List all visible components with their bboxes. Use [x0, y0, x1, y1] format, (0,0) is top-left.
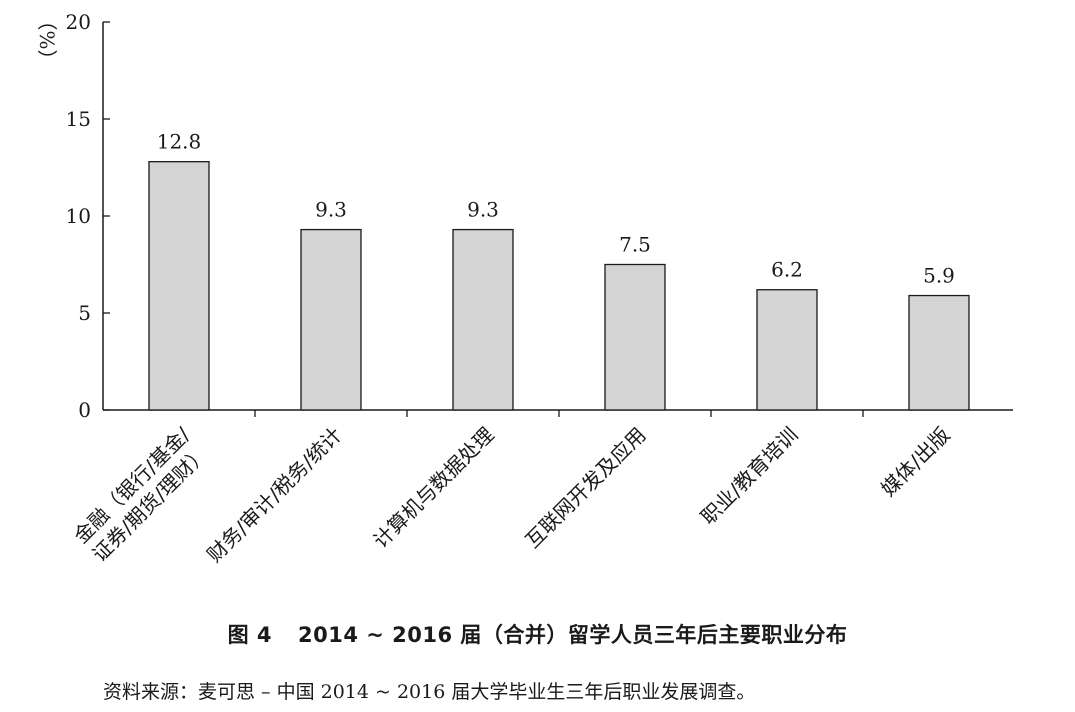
- x-tick-label: 媒体/出版: [876, 423, 954, 501]
- y-tick-label: 15: [66, 107, 91, 131]
- bar-chart: 0 5 10 15 20 （%） 12.8 9.3 9.3 7.5 6.2 5.9 金融（银行/基金…: [35, 10, 1013, 567]
- value-label: 5.9: [923, 264, 955, 288]
- bar: [908, 294, 970, 411]
- value-label: 6.2: [771, 258, 803, 282]
- bar: [300, 228, 362, 411]
- value-label: 9.3: [467, 198, 499, 222]
- value-label: 12.8: [157, 130, 202, 154]
- x-tick-label: 互联网开发及应用: [520, 423, 650, 553]
- value-label: 7.5: [619, 233, 651, 257]
- bar: [604, 263, 666, 411]
- value-label: 9.3: [315, 198, 347, 222]
- figure-title: 2014 ~ 2016 届（合并）留学人员三年后主要职业分布: [298, 623, 848, 647]
- bar: [756, 289, 818, 411]
- y-axis-unit-label: （%）: [35, 10, 59, 69]
- x-axis-labels: 金融（银行/基金/证券/期货/理财）财务/审计/税务/统计 计算机与数据处理 互联网…: [69, 422, 955, 567]
- x-tick-label: 计算机与数据处理: [368, 423, 498, 553]
- y-tick-label: 0: [78, 398, 91, 422]
- figure-number: 图 4: [227, 623, 272, 647]
- value-labels: 12.8 9.3 9.3 7.5 6.2 5.9: [157, 130, 955, 288]
- y-tick-label: 5: [78, 301, 91, 325]
- y-tick-label: 20: [66, 10, 91, 34]
- x-tick-label: 金融（银行/基金/证券/期货/理财）: [69, 422, 213, 566]
- chart-axes: 0 5 10 15 20 （%）: [35, 10, 1013, 422]
- bar: [452, 228, 514, 411]
- chart-bars: [148, 161, 970, 411]
- y-tick-label: 10: [66, 204, 91, 228]
- x-tick-label: 财务/审计/税务/统计: [202, 423, 346, 567]
- x-tick-label: 职业/教育培训: [696, 423, 803, 530]
- source-note: 资料来源：麦可思 – 中国 2014 ~ 2016 届大学毕业生三年后职业发展调…: [103, 681, 756, 703]
- figure-caption: 图 4 2014 ~ 2016 届（合并）留学人员三年后主要职业分布: [0, 619, 1075, 649]
- bar: [148, 161, 210, 411]
